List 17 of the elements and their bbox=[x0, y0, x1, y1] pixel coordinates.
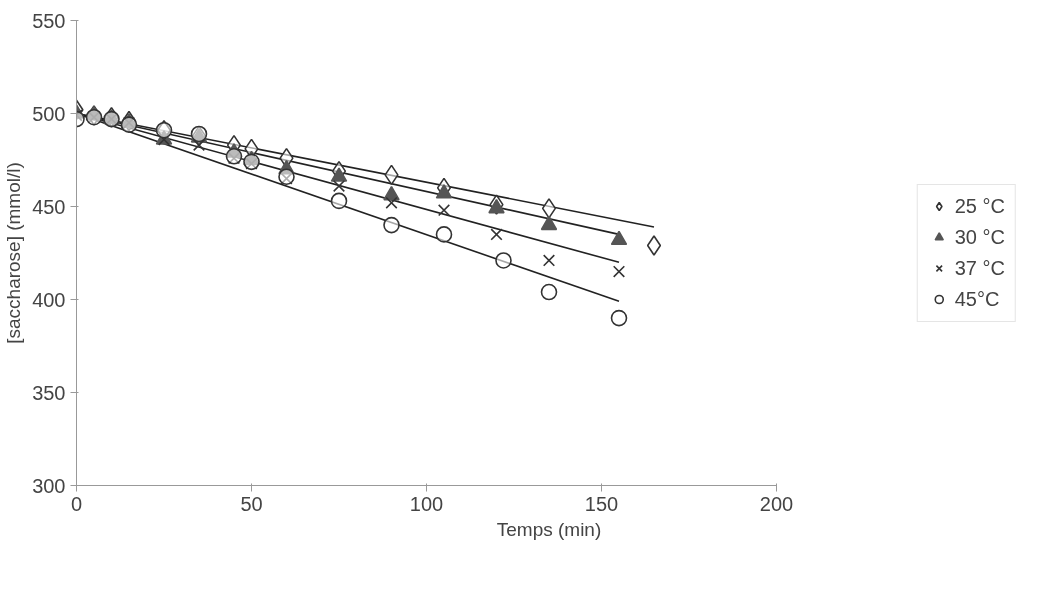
legend-label: 30 °C bbox=[954, 225, 1005, 249]
y-tick-label: 500 bbox=[32, 102, 66, 125]
legend-label: 37 °C bbox=[954, 256, 1005, 280]
x-tick-label: 50 bbox=[240, 492, 263, 515]
y-tick-label: 400 bbox=[32, 288, 66, 311]
x-tick-label: 200 bbox=[759, 492, 794, 515]
legend-label: 45°C bbox=[954, 287, 1000, 311]
y-tick-label: 550 bbox=[32, 9, 66, 32]
y-tick-label: 300 bbox=[32, 474, 66, 497]
y-tick-label: 450 bbox=[32, 195, 66, 218]
x-tick-label: 150 bbox=[584, 492, 619, 515]
x-axis-title: Temps (min) bbox=[496, 518, 602, 540]
y-tick-label: 350 bbox=[32, 381, 66, 404]
legend-label: 25 °C bbox=[954, 194, 1005, 218]
x-tick-label: 100 bbox=[409, 492, 444, 515]
x-tick-label: 0 bbox=[70, 492, 83, 515]
y-axis-title: [saccharose] (mmol/l) bbox=[3, 162, 25, 344]
